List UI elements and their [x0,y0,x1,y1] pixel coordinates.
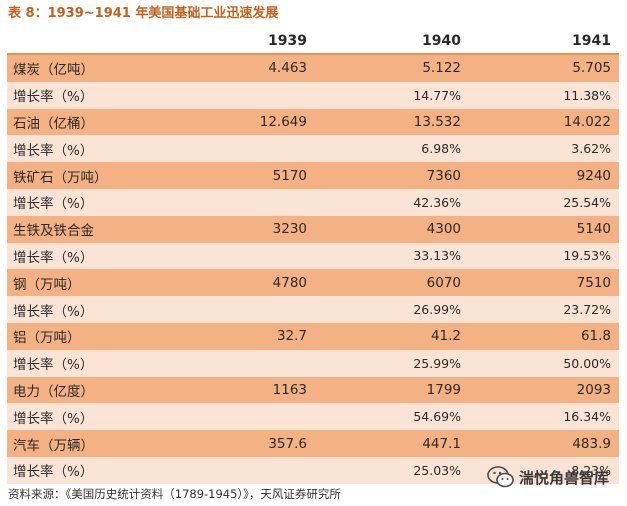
cell-1939: 4780 [272,274,307,291]
header-cell-1940: 1940 [422,33,461,49]
cell-1941: 14.022 [563,113,611,130]
cell-1941: 50.00% [563,355,611,371]
header-cell-1939: 1939 [268,33,307,49]
cell-1940: 5.122 [422,60,461,77]
cell-1941: 19.53% [563,248,611,264]
table-title: 表 8：1939~1941 年美国基础工业迅速发展 [8,6,279,21]
row-label: 增长率（%） [13,303,94,320]
row-label: 增长率（%） [13,196,94,213]
row-label: 电力（亿度） [13,383,94,400]
table-row: 生铁及铁合金 3230 4300 5140 [7,215,619,243]
cell-1939: 357.6 [268,435,307,452]
row-label: 增长率（%） [13,89,94,106]
watermark: 湍悦角兽智库 [487,466,609,488]
cell-1941: 9240 [576,167,611,184]
row-label: 增长率（%） [13,464,94,481]
table-row: 煤炭（亿吨） 4.463 5.122 5.705 [7,55,619,82]
table-row: 钢（万吨） 4780 6070 7510 [7,269,619,297]
row-label: 铁矿石（万吨） [13,169,108,186]
cell-1940: 13.532 [413,113,461,130]
header-cell-1941: 1941 [572,33,611,49]
row-label: 增长率（%） [13,410,94,427]
cell-1941: 16.34% [563,409,611,425]
data-table: 1939 1940 1941 煤炭（亿吨） 4.463 5.122 5.705 增长率（… [7,29,619,484]
cell-1939: 5170 [272,167,307,184]
table-row: 增长率（%） 54.69% 16.34% [7,403,619,431]
row-label: 石油（亿桶） [13,115,94,132]
table-row: 铁矿石（万吨） 5170 7360 9240 [7,162,619,189]
table-row: 增长率（%） 25.03% 8.23% [7,456,619,484]
cell-1939: 3230 [272,221,307,238]
cell-1941: 25.54% [563,194,611,210]
cell-1940: 25.99% [413,355,461,371]
cell-1941: 2093 [576,381,611,398]
cell-1939: 32.7 [276,328,307,345]
table-row: 增长率（%） 33.13% 19.53% [7,242,619,270]
cell-1940: 54.69% [413,409,461,425]
cell-1940: 33.13% [413,248,461,264]
table-row: 增长率（%） 42.36% 25.54% [7,188,619,216]
table-header-row: 1939 1940 1941 [7,29,619,55]
row-label: 增长率（%） [13,142,94,159]
cell-1941: 61.8 [580,328,611,345]
cell-1940: 42.36% [413,194,461,210]
cell-1939: 12.649 [259,113,307,130]
cell-1940: 25.03% [413,462,461,478]
cell-1941: 483.9 [572,435,611,452]
table-row: 增长率（%） 25.99% 50.00% [7,349,619,377]
table-row: 汽车（万辆） 357.6 447.1 483.9 [7,430,619,457]
cell-1940: 7360 [426,167,461,184]
cell-1941: 8.23% [571,462,611,478]
cell-1941: 3.62% [571,141,611,157]
cell-1939: 4.463 [268,60,307,77]
row-label: 增长率（%） [13,249,94,266]
cell-1940: 41.2 [430,328,461,345]
cell-1940: 14.77% [413,87,461,103]
row-label: 汽车（万辆） [13,437,94,454]
table-body: 煤炭（亿吨） 4.463 5.122 5.705 增长率（%） 14.77% 11.38% 石… [7,55,619,484]
row-label: 钢（万吨） [13,276,81,293]
source-note: 资料来源：《美国历史统计资料（1789-1945）》，天风证券研究所 [8,487,341,501]
table-row: 增长率（%） 26.99% 23.72% [7,296,619,323]
row-label: 铝（万吨） [13,330,81,347]
table-row: 增长率（%） 6.98% 3.62% [7,135,619,163]
cell-1940: 447.1 [422,435,461,452]
cell-1940: 6.98% [421,141,461,157]
cell-1941: 5.705 [572,60,611,77]
cell-1939: 1163 [272,381,307,398]
watermark-text: 湍悦角兽智库 [518,468,609,487]
cell-1940: 4300 [426,221,461,238]
row-label: 生铁及铁合金 [13,223,94,240]
cell-1941: 5140 [576,221,611,238]
cell-1941: 11.38% [563,87,611,103]
cell-1940: 1799 [426,381,461,398]
table-row: 增长率（%） 14.77% 11.38% [7,81,619,109]
row-label: 煤炭（亿吨） [13,62,94,79]
cell-1940: 26.99% [413,302,461,318]
cell-1941: 7510 [576,274,611,291]
table-row: 铝（万吨） 32.7 41.2 61.8 [7,322,619,350]
table-row: 电力（亿度） 1163 1799 2093 [7,376,619,404]
wechat-icon [487,466,514,488]
row-label: 增长率（%） [13,357,94,374]
cell-1940: 6070 [426,274,461,291]
table-row: 石油（亿桶） 12.649 13.532 14.022 [7,108,619,136]
cell-1941: 23.72% [563,302,611,318]
